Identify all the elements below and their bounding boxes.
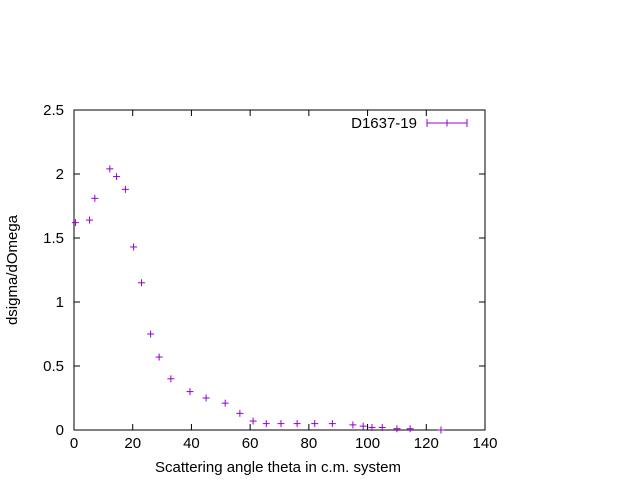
- data-point: [349, 421, 357, 429]
- data-point: [138, 279, 146, 287]
- x-tick-label: 60: [242, 435, 259, 452]
- data-point: [86, 216, 94, 224]
- x-axis-label: Scattering angle theta in c.m. system: [155, 459, 401, 476]
- legend-swatch: [426, 119, 468, 127]
- data-point: [167, 375, 175, 383]
- y-tick-label: 0.5: [43, 358, 64, 375]
- y-axis-label: dsigma/dOmega: [4, 214, 21, 325]
- data-point: [71, 219, 79, 227]
- x-tick-label: 40: [183, 435, 200, 452]
- y-tick-label: 2.5: [43, 102, 64, 119]
- x-tick-label: 140: [472, 435, 497, 452]
- data-point: [155, 353, 163, 361]
- data-point: [202, 394, 210, 402]
- data-point: [91, 194, 99, 202]
- data-point: [121, 185, 129, 193]
- data-point: [236, 409, 244, 417]
- data-point: [393, 425, 401, 433]
- x-axis: 0 20 40 60 80 100 120 140: [70, 110, 498, 452]
- x-tick-label: 120: [414, 435, 439, 452]
- data-points: [71, 165, 445, 434]
- data-point: [130, 243, 138, 251]
- y-tick-label: 1.5: [43, 230, 64, 247]
- data-point: [277, 420, 285, 428]
- data-point: [368, 423, 376, 431]
- x-tick-label: 0: [70, 435, 78, 452]
- data-point: [437, 426, 445, 434]
- data-point: [359, 422, 367, 430]
- y-tick-label: 2: [56, 166, 64, 183]
- plot-frame: [73, 109, 486, 431]
- data-point: [262, 420, 270, 428]
- x-tick-label: 20: [124, 435, 141, 452]
- data-point: [147, 330, 155, 338]
- data-point: [378, 423, 386, 431]
- legend-label: D1637-19: [351, 115, 417, 132]
- y-axis: 0 0.5 1 1.5 2 2.5: [43, 102, 485, 439]
- data-point: [249, 417, 257, 425]
- data-point: [293, 420, 301, 428]
- data-point: [106, 165, 114, 173]
- x-tick-label: 80: [301, 435, 318, 452]
- data-point: [221, 399, 229, 407]
- data-point: [113, 173, 121, 181]
- legend: D1637-19: [351, 115, 468, 132]
- y-tick-label: 0: [56, 422, 64, 439]
- y-tick-label: 1: [56, 294, 64, 311]
- data-point: [311, 420, 319, 428]
- data-point: [186, 388, 194, 396]
- data-point: [328, 420, 336, 428]
- x-tick-label: 100: [355, 435, 380, 452]
- data-point: [406, 425, 414, 433]
